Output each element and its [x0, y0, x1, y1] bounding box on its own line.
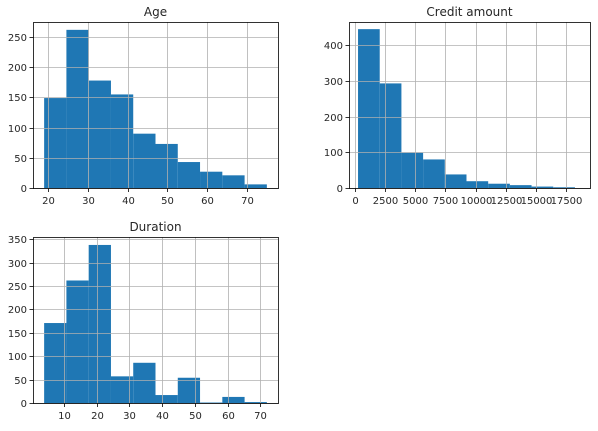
y-tick-label: 0: [21, 184, 27, 195]
x-tick-label: 40: [122, 196, 135, 207]
histogram-bar: [445, 174, 467, 188]
y-tick-label: 200: [324, 113, 343, 124]
duration-histogram-panel: 10 20 30 40 50 60 70 0 50 100 150 200 250 300 350 Durat…: [8, 220, 279, 422]
y-tick-label: 100: [8, 352, 27, 363]
y-tick-label: 100: [8, 124, 27, 135]
x-tick-label: 60: [222, 411, 235, 422]
histogram-bar: [66, 280, 88, 403]
histogram-bar: [222, 397, 244, 403]
histogram-bar: [89, 245, 111, 403]
histogram-bar: [178, 162, 200, 188]
histogram-bar: [380, 83, 402, 188]
histogram-bar: [553, 187, 575, 188]
y-tick-label: 150: [8, 93, 27, 104]
chart-title: Duration: [129, 220, 181, 234]
histogram-bar: [156, 144, 178, 188]
x-tick-label: 10000: [461, 196, 493, 207]
histogram-bar: [178, 378, 200, 403]
y-tick-label: 50: [14, 154, 27, 165]
chart-title: Credit amount: [426, 5, 512, 19]
histogram-bar: [44, 98, 66, 188]
histogram-bar: [401, 153, 423, 188]
histogram-bar: [89, 81, 111, 188]
x-tick-label: 20: [42, 196, 55, 207]
x-tick-label: 60: [201, 196, 214, 207]
y-tick-label: 250: [8, 282, 27, 293]
y-tick-label: 200: [8, 63, 27, 74]
x-tick-label: 7500: [433, 196, 458, 207]
x-tick-label: 50: [189, 411, 202, 422]
x-tick-label: 70: [241, 196, 254, 207]
y-tick-label: 300: [8, 259, 27, 270]
histogram-bar: [423, 159, 445, 188]
x-tick-label: 30: [82, 196, 95, 207]
y-tick-label: 300: [324, 77, 343, 88]
x-tick-label: 15000: [521, 196, 553, 207]
x-tick-label: 5000: [403, 196, 428, 207]
y-tick-label: 50: [14, 376, 27, 387]
x-tick-label: 30: [123, 411, 136, 422]
x-tick-label: 10: [58, 411, 71, 422]
x-tick-label: 50: [161, 196, 174, 207]
histogram-bar: [358, 29, 380, 188]
histogram-bar: [245, 184, 267, 188]
histogram-bar: [133, 363, 155, 403]
y-tick-label: 400: [324, 41, 343, 52]
y-tick-label: 200: [8, 305, 27, 316]
histogram-bar: [222, 175, 244, 188]
age-histogram-panel: 20 30 40 50 60 70 0 50 100 150 200 250 Age: [8, 5, 279, 207]
y-tick-label: 250: [8, 33, 27, 44]
histogram-bar: [111, 94, 133, 188]
histogram-bar: [156, 395, 178, 403]
y-tick-label: 0: [21, 399, 27, 410]
y-tick-label: 100: [324, 148, 343, 159]
histogram-bar: [532, 187, 554, 188]
chart-title: Age: [144, 5, 167, 19]
x-tick-label: 2500: [373, 196, 398, 207]
x-tick-label: 12500: [491, 196, 523, 207]
histogram-bar: [200, 172, 222, 188]
x-tick-label: 70: [254, 411, 267, 422]
x-tick-label: 17500: [551, 196, 583, 207]
x-tick-label: 20: [91, 411, 104, 422]
y-tick-label: 0: [337, 184, 343, 195]
x-tick-label: 40: [156, 411, 169, 422]
histogram-bar: [44, 323, 66, 403]
histogram-bar: [66, 30, 88, 188]
y-tick-label: 150: [8, 329, 27, 340]
histogram-bar: [133, 134, 155, 188]
y-tick-label: 350: [8, 235, 27, 246]
x-tick-label: 0: [352, 196, 358, 207]
histogram-bar: [510, 185, 532, 188]
histogram-bar: [466, 181, 488, 188]
histogram-bar: [245, 402, 267, 403]
